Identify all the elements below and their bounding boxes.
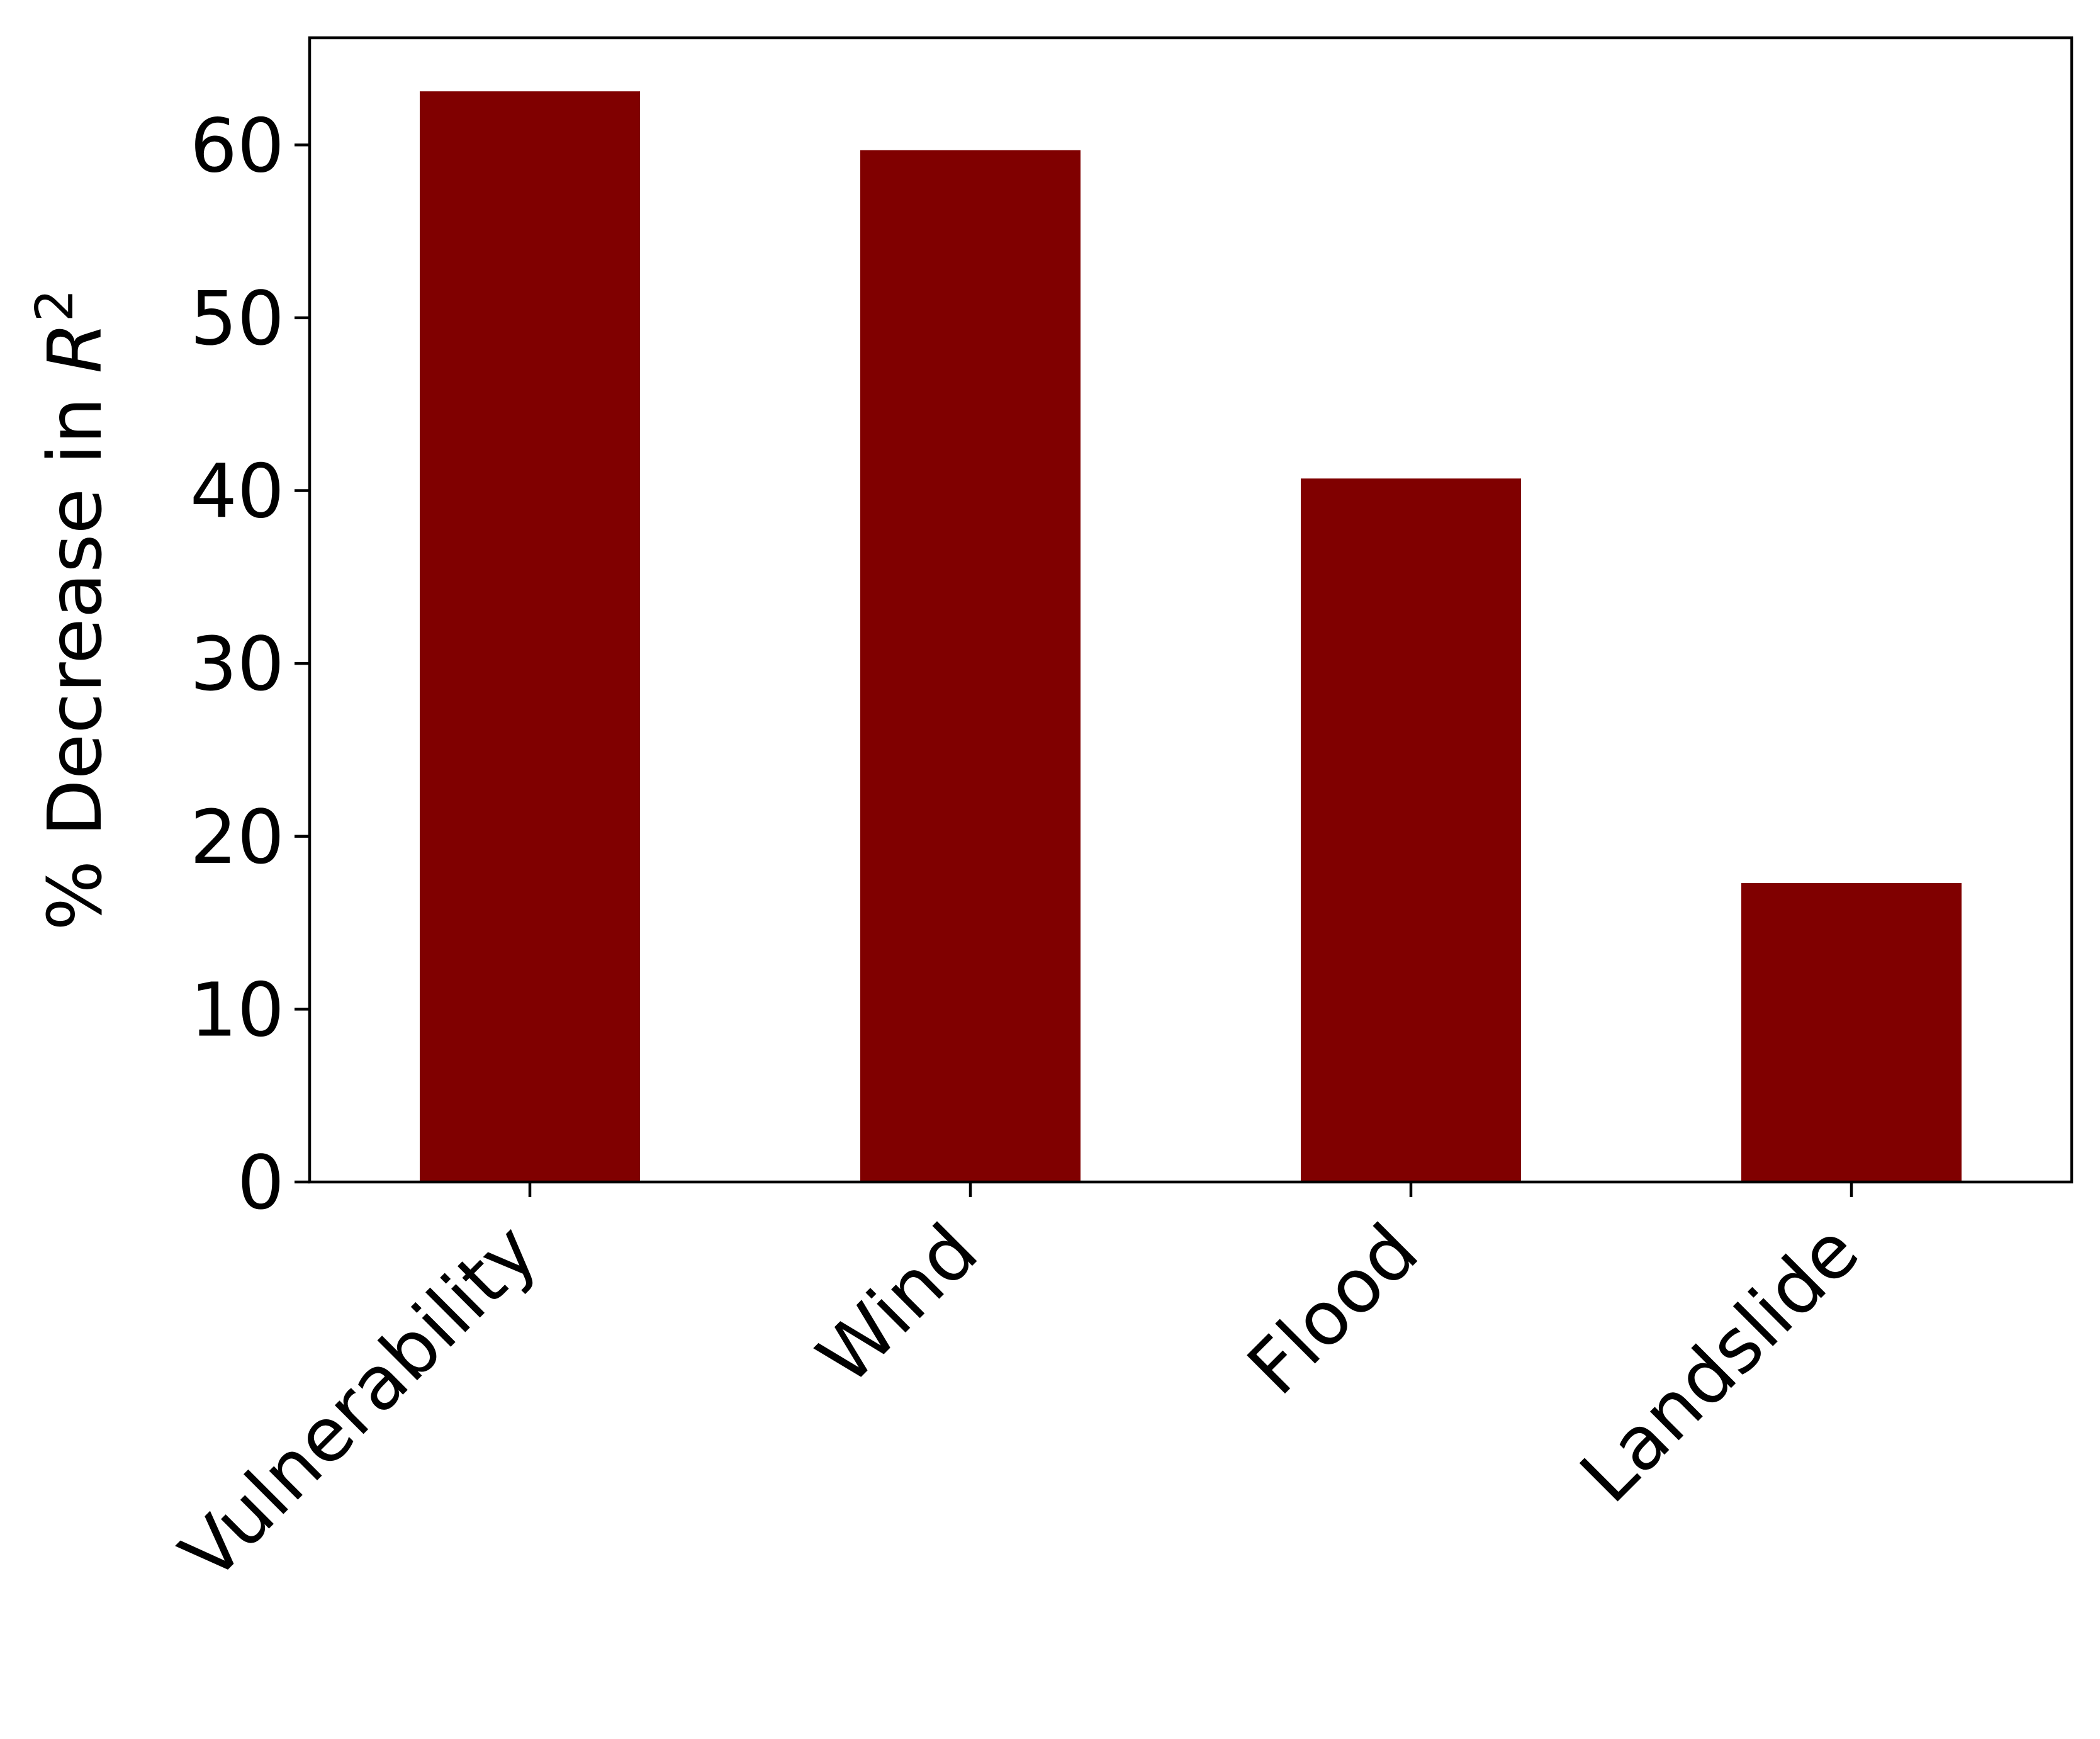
bar-flood <box>1301 478 1521 1182</box>
y-tick-label: 20 <box>190 794 284 881</box>
y-axis-ticks: 0 10 20 30 40 50 60 <box>190 102 310 1226</box>
y-tick-label: 0 <box>237 1139 284 1226</box>
x-tick-label: Wind <box>801 1207 994 1400</box>
y-tick-label: 10 <box>190 966 284 1053</box>
bar-vulnerability <box>420 91 640 1182</box>
bars-group <box>420 91 1962 1183</box>
bar-wind <box>860 150 1081 1183</box>
y-axis-label: % Decrease in R2 <box>25 289 118 931</box>
y-tick-label: 50 <box>190 275 284 362</box>
x-axis-ticks: Vulnerability Wind Flood Landslide <box>164 1182 1875 1597</box>
plot-frame <box>308 36 2074 1184</box>
y-tick-label: 30 <box>190 621 284 707</box>
x-tick-label: Landslide <box>1564 1207 1875 1519</box>
x-tick-label: Vulnerability <box>164 1207 553 1597</box>
y-tick-label: 60 <box>190 102 284 189</box>
y-tick-label: 40 <box>190 448 284 535</box>
bar-landslide <box>1741 882 1962 1182</box>
x-tick-label: Flood <box>1231 1207 1435 1411</box>
